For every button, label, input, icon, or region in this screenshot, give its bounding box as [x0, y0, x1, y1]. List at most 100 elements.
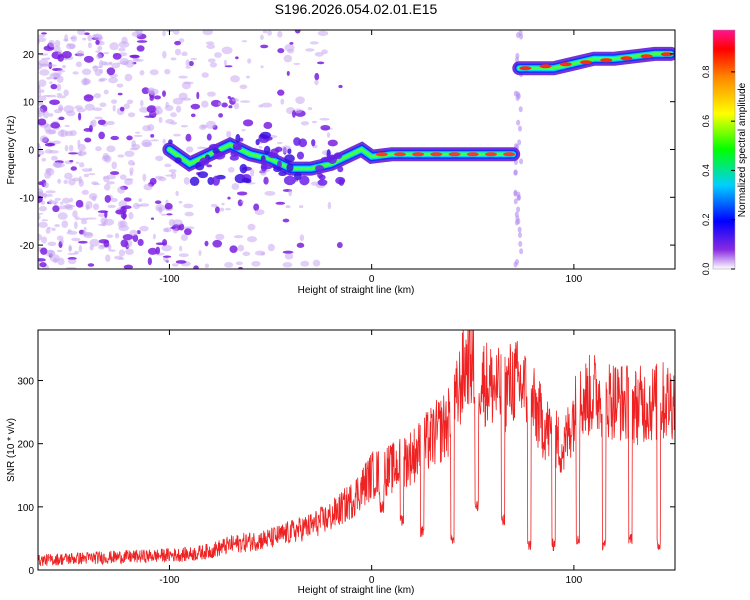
noise-speck	[172, 30, 180, 35]
noise-speck	[162, 227, 169, 233]
noise-speck	[229, 245, 238, 253]
noise-speck	[88, 124, 93, 133]
noise-speck	[129, 147, 139, 151]
noise-speck	[147, 87, 155, 94]
noise-speck	[57, 178, 62, 184]
noise-speck	[39, 89, 45, 93]
noise-speck	[150, 217, 155, 220]
noise-speck	[108, 76, 118, 84]
noise-speck	[117, 186, 126, 194]
noise-speck	[218, 113, 224, 118]
noise-speck	[47, 143, 56, 146]
ridge-hotspot	[503, 152, 516, 157]
ridge-blob	[174, 157, 182, 164]
noise-speck	[97, 119, 106, 126]
noise-speck	[150, 139, 159, 142]
snr-y-label: SNR (10 * v/v)	[6, 418, 17, 482]
noise-speck	[314, 72, 320, 81]
noise-speck	[198, 250, 202, 256]
noise-speck	[62, 197, 71, 204]
noise-speck	[295, 96, 305, 105]
noise-speck	[263, 121, 273, 130]
ridge-hotspot	[375, 152, 388, 157]
noise-speck	[516, 194, 521, 201]
noise-speck	[54, 197, 62, 201]
noise-speck	[123, 103, 131, 110]
ridge-blob	[318, 174, 326, 180]
noise-speck	[185, 133, 192, 142]
noise-speck	[242, 251, 251, 257]
ridge-blob	[327, 154, 337, 164]
ridge-blob	[268, 152, 279, 159]
noise-speck	[258, 104, 264, 108]
noise-speck	[76, 50, 85, 57]
noise-speck	[149, 69, 159, 76]
noise-speck	[221, 102, 228, 108]
noise-speck	[513, 169, 518, 176]
noise-speck	[172, 219, 183, 226]
noise-speck	[172, 97, 184, 105]
noise-speck	[68, 152, 78, 155]
noise-speck	[92, 107, 103, 112]
noise-speck	[39, 69, 50, 76]
noise-speck	[516, 119, 521, 126]
noise-speck	[517, 139, 522, 146]
noise-speck	[174, 40, 182, 46]
noise-speck	[133, 134, 143, 137]
noise-speck	[111, 161, 117, 170]
noise-speck	[70, 35, 78, 42]
snr-xtick-label: -100	[159, 575, 179, 586]
noise-speck	[77, 143, 86, 152]
noise-speck	[70, 166, 77, 171]
noise-speck	[166, 213, 173, 216]
noise-speck	[221, 202, 225, 206]
noise-speck	[241, 129, 246, 132]
noise-speck	[41, 236, 48, 244]
noise-speck	[114, 232, 120, 239]
noise-speck	[215, 233, 225, 241]
spectrogram-y-ticks: -20 -10 0 10 20	[20, 50, 675, 252]
noise-speck	[98, 78, 105, 83]
noise-speck	[92, 182, 101, 186]
snr-ytick-label: 300	[17, 377, 34, 388]
noise-speck	[123, 264, 134, 269]
noise-speck	[170, 112, 177, 118]
noise-speck	[312, 259, 321, 267]
noise-speck	[46, 57, 51, 60]
noise-speck	[134, 131, 141, 134]
noise-speck	[48, 150, 59, 154]
colorbar-tick-label: 0.0	[701, 263, 711, 276]
noise-speck	[60, 129, 65, 137]
ridge-blob	[286, 163, 294, 172]
noise-speck	[172, 227, 178, 234]
noise-speck	[321, 49, 328, 55]
noise-speck	[88, 193, 98, 200]
noise-speck	[314, 79, 319, 86]
ridge-blob	[283, 175, 296, 186]
noise-speck	[56, 83, 62, 92]
noise-speck	[228, 105, 233, 109]
noise-speck	[327, 139, 338, 147]
spec-ytick-label: -20	[20, 241, 35, 252]
noise-speck	[59, 201, 64, 205]
ridge-blob	[317, 179, 328, 186]
colorbar-frame	[712, 29, 736, 270]
noise-speck	[136, 40, 148, 43]
noise-speck	[58, 116, 65, 121]
noise-speck	[131, 31, 143, 37]
noise-speck	[122, 234, 134, 241]
noise-speck	[162, 90, 166, 97]
noise-speck	[518, 240, 523, 247]
noise-speck	[50, 122, 61, 129]
ridge-blob	[255, 138, 260, 146]
noise-speck	[174, 48, 181, 56]
noise-speck	[104, 183, 111, 191]
noise-speck	[204, 240, 209, 247]
colorbar-gradient	[713, 30, 735, 269]
noise-speck	[38, 149, 45, 156]
noise-speck	[45, 190, 56, 194]
noise-speck	[103, 89, 109, 95]
noise-speck	[84, 103, 95, 111]
noise-speck	[40, 200, 45, 205]
snr-ytick-label: 0	[28, 566, 34, 577]
